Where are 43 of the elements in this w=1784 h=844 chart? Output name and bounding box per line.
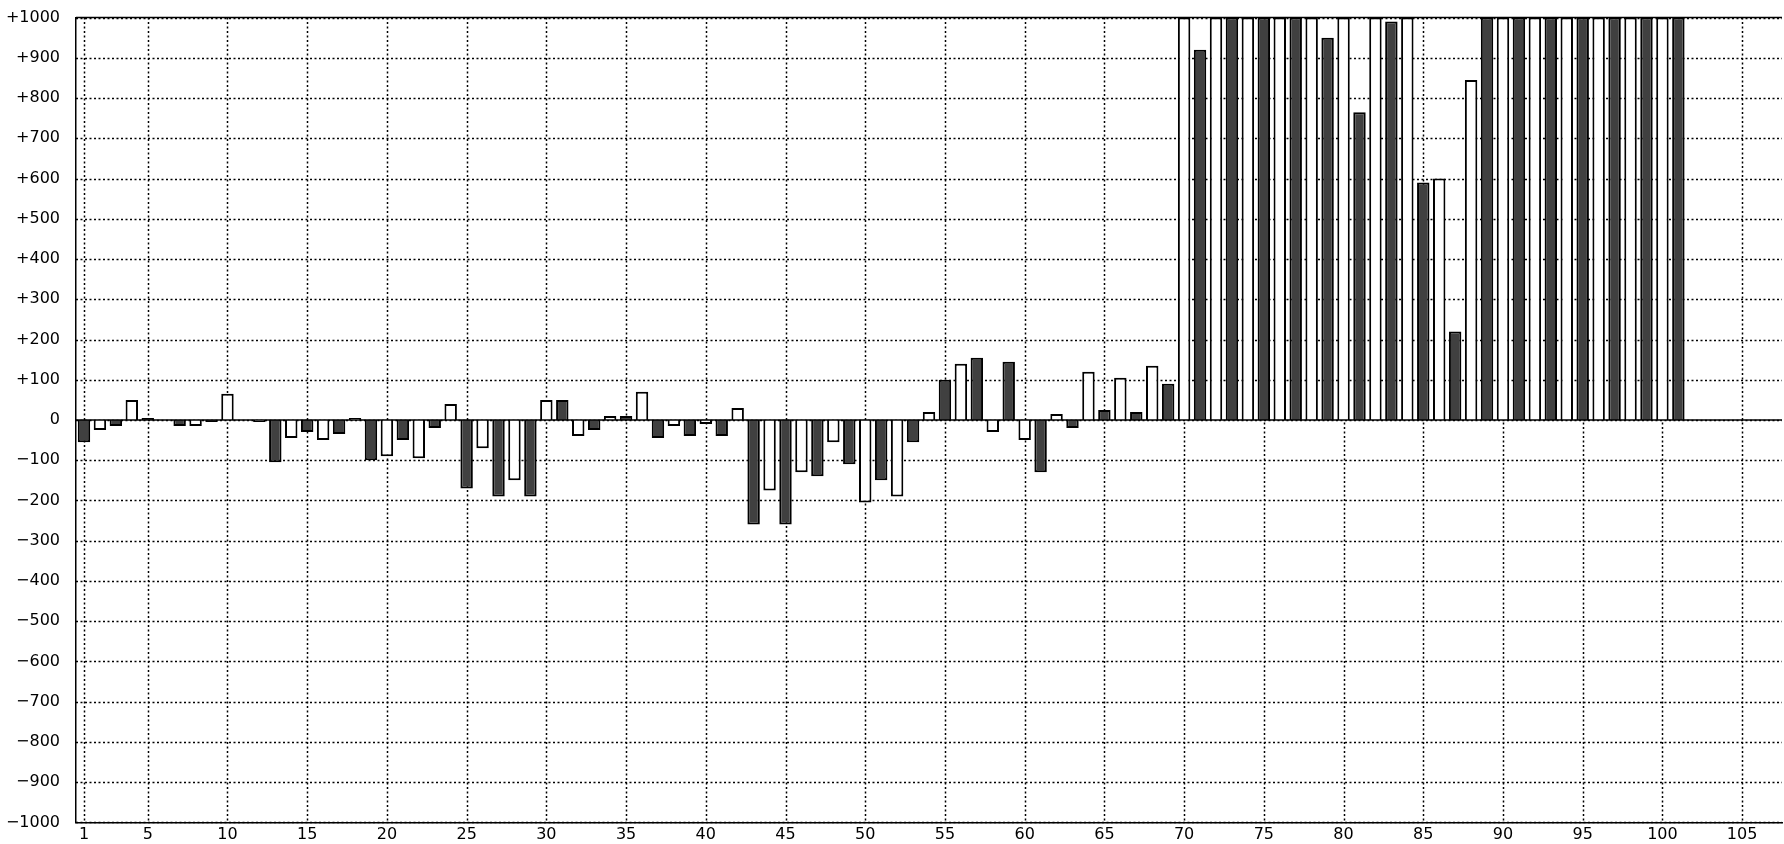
y-tick-label: −300 bbox=[16, 529, 60, 549]
x-tick-label: 5 bbox=[142, 824, 153, 844]
y-tick-label: +900 bbox=[16, 47, 60, 66]
x-tick-label: 75 bbox=[1253, 824, 1274, 844]
x-tick-label: 60 bbox=[1014, 824, 1035, 844]
x-tick-label: 35 bbox=[615, 824, 637, 844]
x-tick-label: 70 bbox=[1173, 824, 1195, 844]
y-tick-label: +1000 bbox=[5, 6, 60, 26]
x-tick-label: 100 bbox=[1647, 824, 1678, 844]
x-tick-label: 40 bbox=[695, 824, 716, 844]
x-tick-label: 20 bbox=[376, 824, 398, 844]
y-tick-label: +200 bbox=[16, 328, 60, 348]
y-tick-label: −900 bbox=[16, 771, 60, 791]
x-tick-label: 1 bbox=[78, 824, 90, 844]
x-tick-label: 90 bbox=[1492, 824, 1514, 844]
y-tick-label: −500 bbox=[16, 610, 60, 630]
x-tick-label: 45 bbox=[775, 824, 796, 844]
y-tick-label: +600 bbox=[16, 167, 60, 187]
x-tick-label: 85 bbox=[1413, 824, 1434, 844]
y-tick-label: +400 bbox=[16, 248, 60, 268]
y-tick-label: −700 bbox=[16, 690, 60, 710]
y-tick-label: −100 bbox=[16, 449, 60, 469]
y-tick-label: −400 bbox=[16, 570, 60, 590]
x-tick-label: 50 bbox=[855, 824, 876, 844]
y-tick-label: +300 bbox=[16, 288, 60, 308]
y-tick-label: +800 bbox=[16, 87, 60, 107]
x-tick-label: 30 bbox=[536, 824, 557, 844]
x-tick-label: 10 bbox=[217, 824, 238, 844]
x-tick-label: 105 bbox=[1726, 824, 1758, 844]
y-tick-label: −200 bbox=[16, 489, 60, 509]
y-tick-label: −600 bbox=[16, 650, 60, 670]
x-tick-label: 80 bbox=[1333, 824, 1354, 844]
x-tick-label: 95 bbox=[1572, 824, 1593, 844]
y-tick-label: +500 bbox=[16, 207, 60, 227]
x-tick-label: 65 bbox=[1094, 824, 1115, 844]
x-tick-label: 15 bbox=[297, 824, 318, 844]
x-tick-label: 25 bbox=[456, 824, 477, 844]
y-tick-label: −800 bbox=[16, 731, 60, 751]
y-tick-label: 0 bbox=[49, 409, 60, 429]
x-tick-label: 55 bbox=[934, 824, 956, 844]
y-tick-label: +100 bbox=[16, 368, 60, 388]
y-tick-label: −1000 bbox=[5, 811, 60, 831]
y-tick-label: +700 bbox=[16, 127, 60, 147]
